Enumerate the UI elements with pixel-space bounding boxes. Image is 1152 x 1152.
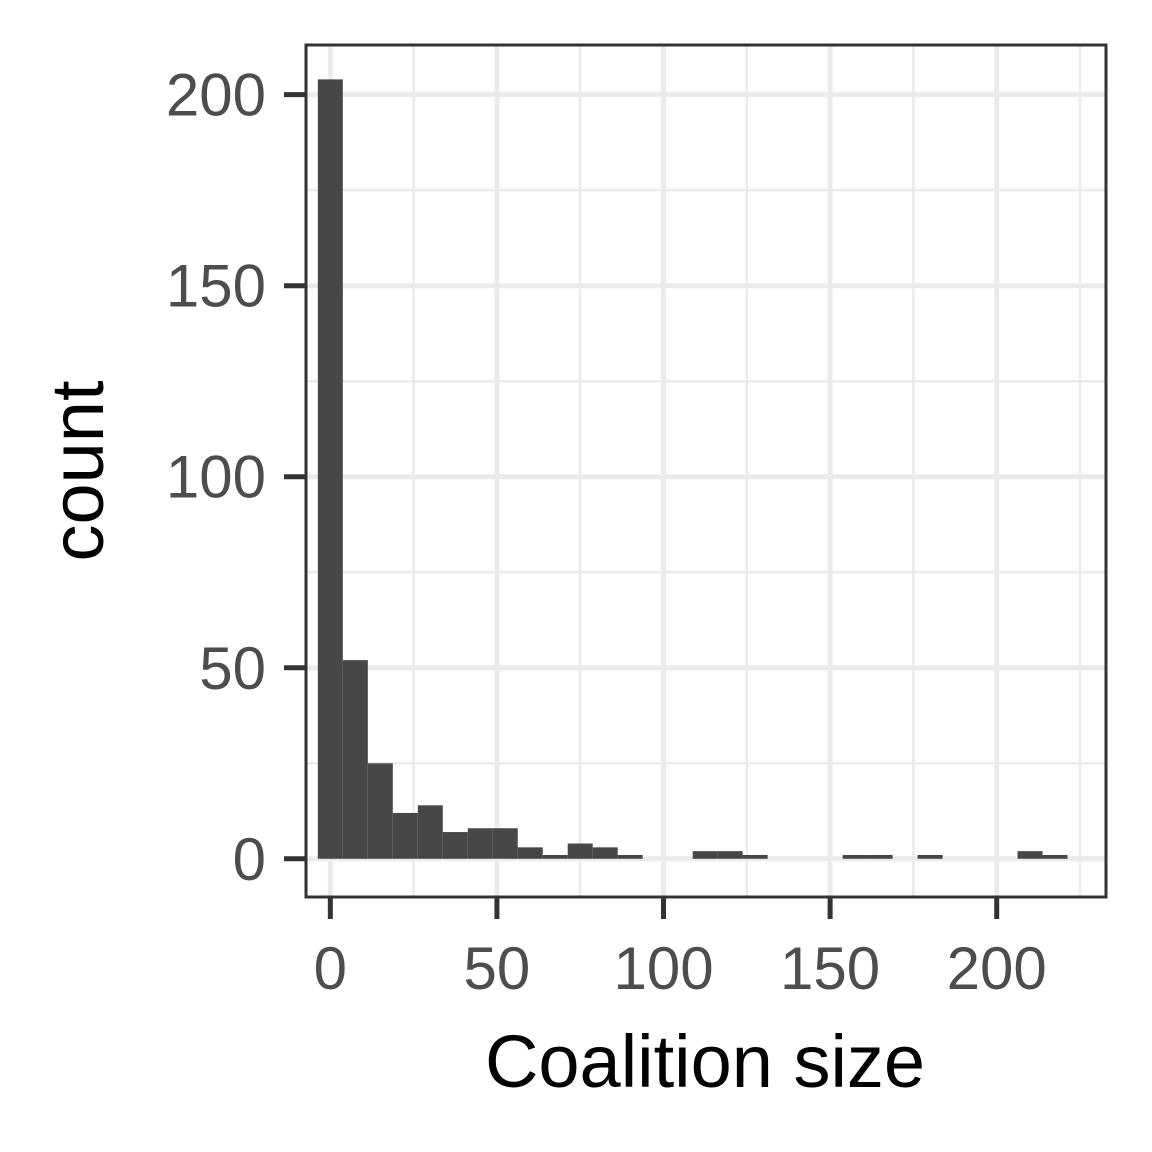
- x-tick-label: 150: [780, 935, 880, 1002]
- x-tick-label: 50: [464, 935, 531, 1002]
- histogram-bar: [442, 832, 468, 859]
- histogram-bar: [367, 763, 393, 859]
- y-axis: 0 50 100 150 200: [166, 62, 306, 893]
- x-tick-label: 200: [947, 935, 1047, 1002]
- histogram-bar: [617, 854, 643, 859]
- histogram-bar: [692, 851, 718, 859]
- y-tick-label: 150: [166, 253, 266, 320]
- x-axis: 0 50 100 150 200: [314, 897, 1047, 1002]
- histogram-bar: [517, 847, 543, 859]
- histogram-bar: [1017, 851, 1043, 859]
- y-tick-label: 0: [233, 826, 266, 893]
- y-tick-label: 100: [166, 444, 266, 511]
- histogram-bar: [567, 843, 593, 859]
- histogram-bar: [717, 851, 743, 859]
- x-tick-label: 0: [314, 935, 347, 1002]
- histogram-bar: [392, 812, 418, 859]
- x-tick-label: 100: [613, 935, 713, 1002]
- histogram-bar: [492, 828, 518, 859]
- histogram-bar: [917, 854, 943, 859]
- panel-border: [304, 43, 1108, 899]
- y-tick-label: 200: [166, 62, 266, 129]
- plot-panel: [306, 45, 1106, 897]
- y-axis-title: count: [36, 380, 119, 561]
- histogram-bar: [842, 854, 868, 859]
- histogram-bar: [342, 660, 368, 859]
- histogram-bar: [1042, 854, 1068, 859]
- histogram-bar: [867, 854, 893, 859]
- y-tick-label: 50: [199, 635, 266, 702]
- histogram-bar: [592, 847, 618, 859]
- histogram-bar: [417, 805, 443, 859]
- histogram-bar: [317, 79, 343, 859]
- x-axis-title: Coalition size: [485, 1020, 925, 1103]
- histogram-bar: [742, 854, 768, 859]
- panel-fill: [306, 45, 1106, 897]
- histogram-bar: [467, 828, 493, 859]
- histogram-bars: [317, 79, 1068, 859]
- histogram-bar: [542, 854, 568, 859]
